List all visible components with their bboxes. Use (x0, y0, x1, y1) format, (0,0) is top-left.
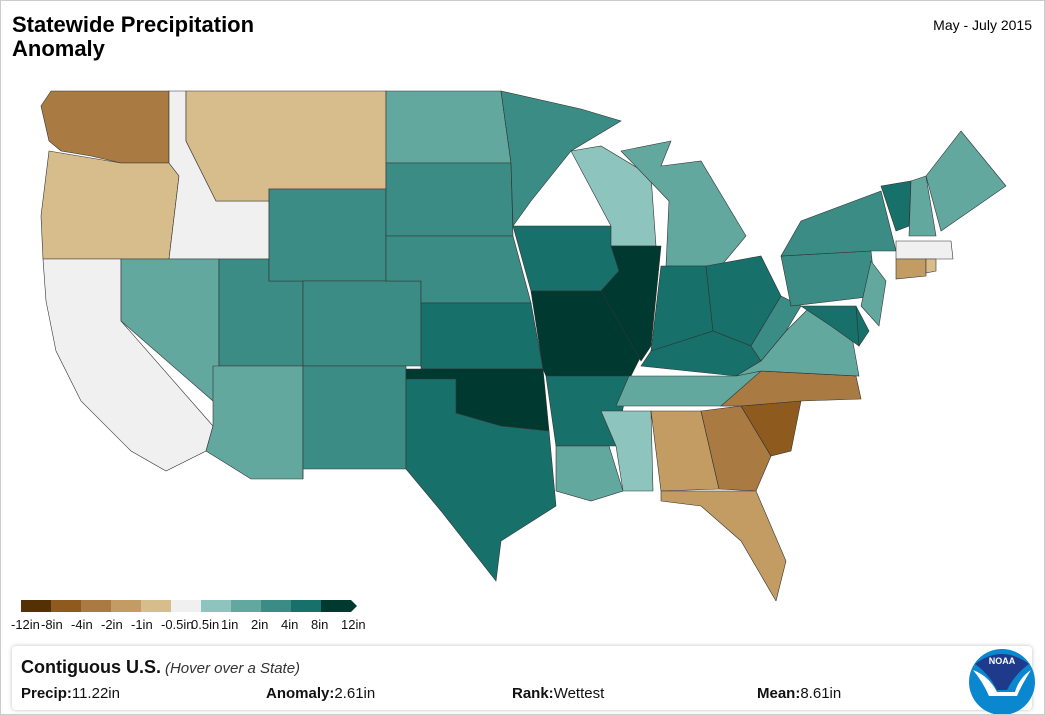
legend-swatch (111, 600, 141, 612)
us-state-map (40, 90, 1007, 601)
legend-label: -8in (41, 617, 63, 632)
state-ms[interactable] (600, 410, 654, 492)
rank-value: Wettest (553, 685, 605, 702)
precip-value: 11.22in (71, 685, 120, 702)
anomaly-value: 2.61in (334, 685, 376, 702)
state-or[interactable] (40, 150, 180, 260)
anomaly-stat: Anomaly:2.61in (266, 685, 375, 702)
mean-stat: Mean:8.61in (757, 685, 841, 702)
state-il[interactable] (600, 245, 662, 362)
rank-label: Rank: (512, 685, 554, 702)
state-az[interactable] (205, 365, 304, 480)
legend-swatch (81, 600, 111, 612)
color-legend (21, 600, 357, 612)
state-pa[interactable] (780, 250, 877, 307)
region-title: Contiguous U.S. (21, 657, 161, 677)
legend-label: -2in (101, 617, 123, 632)
legend-label: 0.5in (191, 617, 220, 632)
legend-label: 2in (251, 617, 269, 632)
legend-swatch (321, 600, 357, 612)
legend-label: 4in (281, 617, 299, 632)
precip-label: Precip: (21, 685, 72, 702)
legend-label: -0.5in (161, 617, 194, 632)
legend-label: 8in (311, 617, 329, 632)
legend-swatch (171, 600, 201, 612)
state-nm[interactable] (302, 365, 407, 479)
state-mt[interactable] (185, 90, 387, 202)
precip-stat: Precip:11.22in (21, 685, 120, 702)
state-wy[interactable] (268, 188, 387, 282)
legend-swatch (201, 600, 231, 612)
state-la[interactable] (555, 445, 624, 502)
hover-hint: (Hover over a State) (164, 660, 301, 677)
legend-swatch (231, 600, 261, 612)
state-ma[interactable] (895, 240, 954, 260)
region-name: Contiguous U.S. (Hover over a State) (21, 657, 300, 678)
anomaly-label: Anomaly: (266, 685, 335, 702)
legend-label: -4in (71, 617, 93, 632)
state-fl[interactable] (660, 490, 787, 601)
legend-label: -12in (11, 617, 40, 632)
noaa-logo-text: NOAA (989, 656, 1016, 666)
state-nj[interactable] (860, 260, 887, 327)
legend-label: 12in (341, 617, 366, 632)
state-ks[interactable] (420, 302, 544, 370)
state-ct[interactable] (895, 258, 927, 280)
legend-label: 1in (221, 617, 239, 632)
state-mn[interactable] (500, 90, 622, 227)
map-title: Statewide Precipitation Anomaly (12, 12, 255, 61)
legend-swatch (261, 600, 291, 612)
noaa-logo: NOAA (969, 649, 1035, 714)
mean-value: 8.61in (800, 685, 842, 702)
state-wv[interactable] (750, 295, 802, 362)
legend-swatch (51, 600, 81, 612)
state-tx[interactable] (405, 378, 557, 582)
state-nd[interactable] (385, 90, 512, 164)
state-nh[interactable] (908, 175, 937, 237)
state-co[interactable] (302, 280, 422, 367)
mean-label: Mean: (757, 685, 801, 702)
state-ri[interactable] (925, 258, 937, 274)
legend-swatch (21, 600, 51, 612)
legend-swatch (291, 600, 321, 612)
state-wa[interactable] (40, 90, 170, 164)
state-ny[interactable] (780, 190, 897, 257)
info-panel: Contiguous U.S. (Hover over a State) Prec… (12, 646, 1032, 710)
legend-swatch (141, 600, 171, 612)
rank-stat: Rank:Wettest (512, 685, 604, 702)
period-label: May - July 2015 (933, 17, 1032, 33)
legend-label: -1in (131, 617, 153, 632)
state-sd[interactable] (385, 162, 514, 237)
state-md[interactable] (800, 305, 860, 347)
state-me[interactable] (925, 130, 1007, 232)
state-ia[interactable] (512, 225, 620, 292)
state-vt[interactable] (880, 180, 912, 232)
